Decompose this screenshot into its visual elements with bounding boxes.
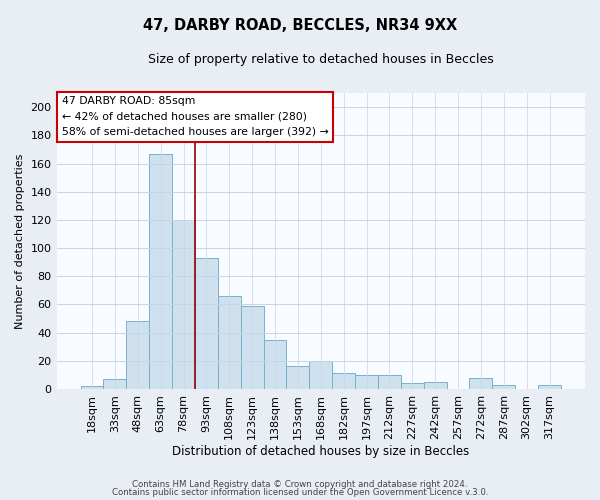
Title: Size of property relative to detached houses in Beccles: Size of property relative to detached ho… [148, 52, 494, 66]
Bar [241, 306, 263, 389]
Text: Contains public sector information licensed under the Open Government Licence v.: Contains public sector information licen… [112, 488, 488, 497]
Bar [80, 386, 103, 389]
Bar [469, 378, 493, 389]
Bar [332, 374, 355, 389]
Bar [355, 375, 378, 389]
Bar [195, 258, 218, 389]
Bar [149, 154, 172, 389]
Bar [263, 340, 286, 389]
Bar [401, 384, 424, 389]
Bar [172, 220, 195, 389]
Bar [218, 296, 241, 389]
Text: 47, DARBY ROAD, BECCLES, NR34 9XX: 47, DARBY ROAD, BECCLES, NR34 9XX [143, 18, 457, 32]
Bar [493, 384, 515, 389]
Text: Contains HM Land Registry data © Crown copyright and database right 2024.: Contains HM Land Registry data © Crown c… [132, 480, 468, 489]
Bar [538, 384, 561, 389]
Bar [286, 366, 310, 389]
X-axis label: Distribution of detached houses by size in Beccles: Distribution of detached houses by size … [172, 444, 469, 458]
Bar [424, 382, 446, 389]
Bar [378, 375, 401, 389]
Bar [310, 361, 332, 389]
Text: 47 DARBY ROAD: 85sqm
← 42% of detached houses are smaller (280)
58% of semi-deta: 47 DARBY ROAD: 85sqm ← 42% of detached h… [62, 96, 329, 137]
Bar [127, 322, 149, 389]
Y-axis label: Number of detached properties: Number of detached properties [15, 154, 25, 328]
Bar [103, 379, 127, 389]
